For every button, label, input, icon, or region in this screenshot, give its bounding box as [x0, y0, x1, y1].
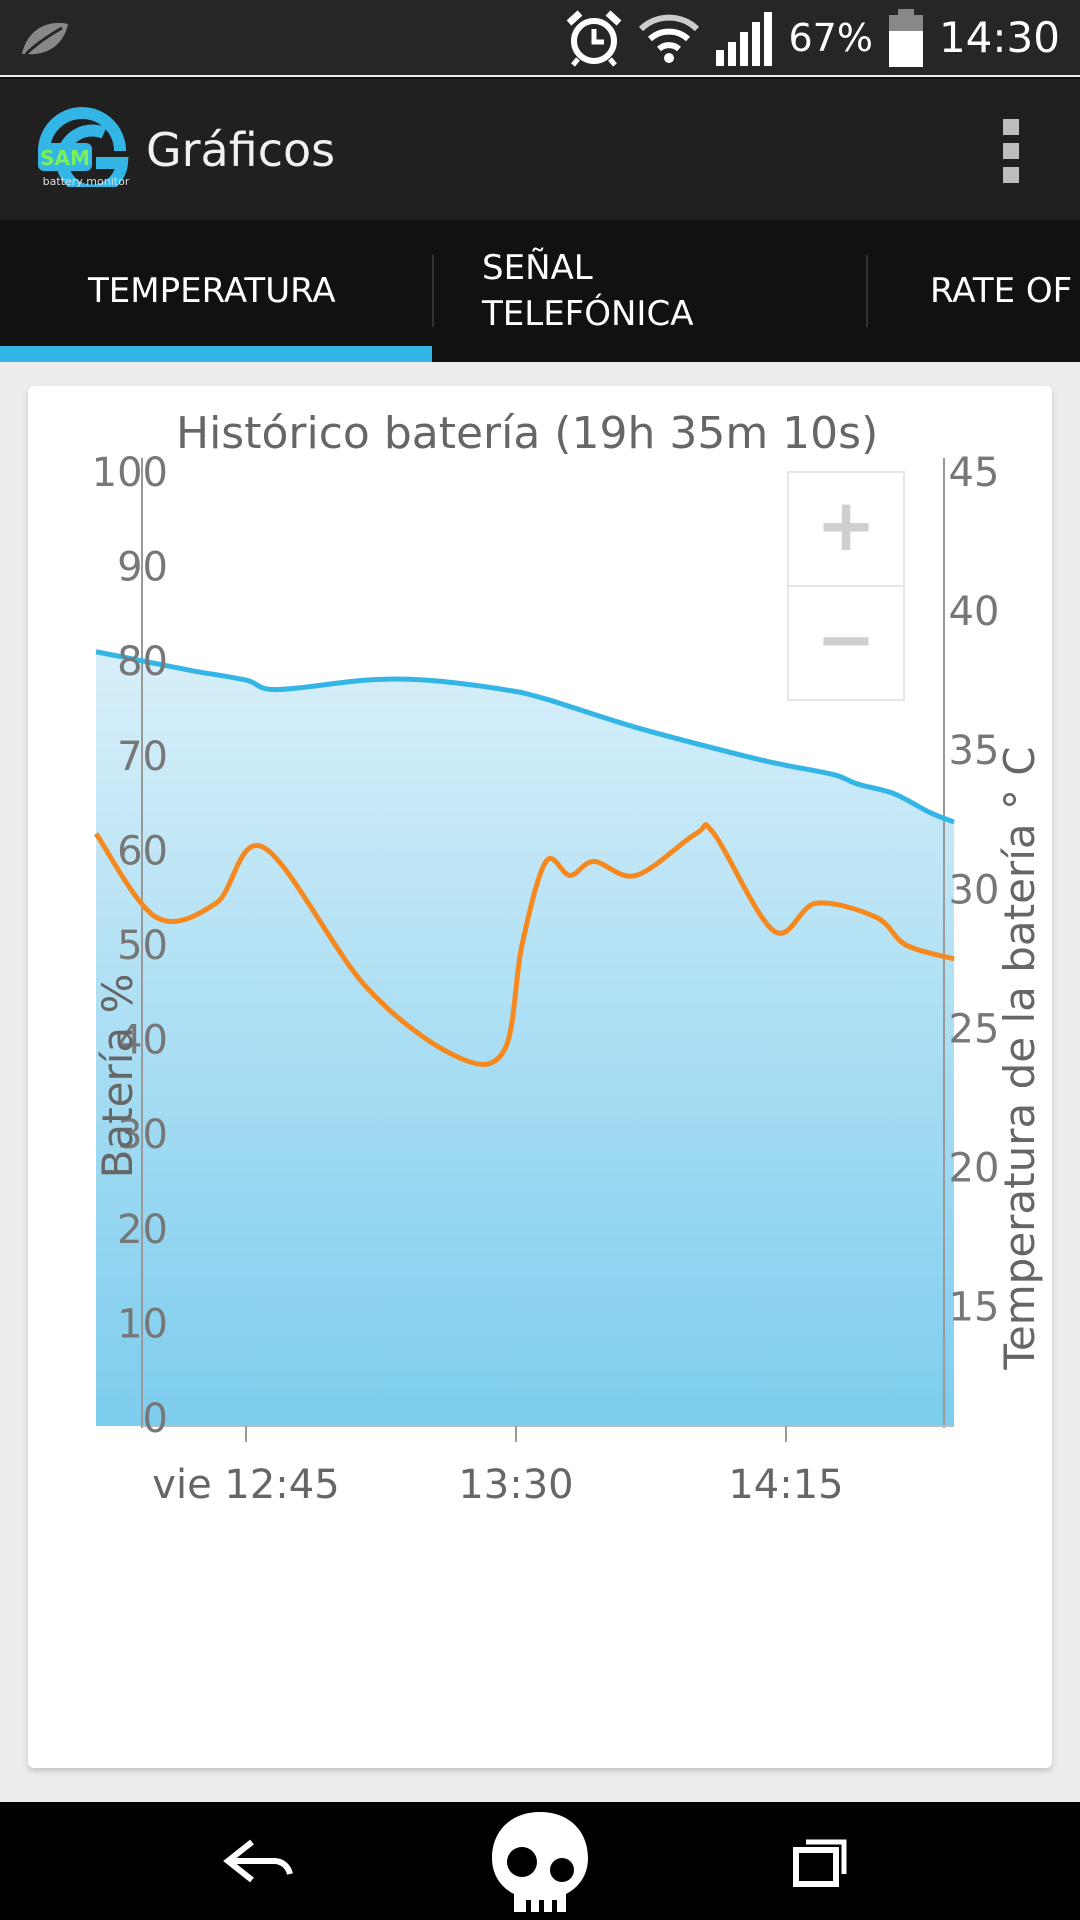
status-bar: 67% 14:30: [0, 0, 1080, 75]
x-tick-label: 13:30: [458, 1462, 573, 1508]
left-tick-label: 10: [117, 1301, 168, 1347]
chart-title: Histórico batería (19h 35m 10s): [176, 408, 878, 459]
tab-label: TEMPERATURA: [88, 271, 336, 311]
right-tick-label: 45: [949, 450, 1000, 496]
zoom-in-button[interactable]: +: [788, 472, 904, 586]
left-tick-label: 0: [143, 1396, 168, 1442]
zoom-in-icon: +: [816, 483, 876, 567]
battery-area-fill: [96, 651, 954, 1426]
battery-level-line: [95, 649, 955, 825]
right-tick-label: 35: [949, 728, 1000, 774]
clock: 14:30: [938, 13, 1060, 62]
left-tick-label: 40: [117, 1018, 168, 1064]
chart-card: 0 10 20 30 40 50 60 70 80 90 100 15 20 25 30 35 40 45 vie …: [28, 386, 1052, 1768]
battery-percent: 67%: [788, 15, 873, 60]
x-tick-label: vie 12:45: [152, 1462, 339, 1508]
x-tick-label: 14:15: [728, 1462, 843, 1508]
tab-rate-of[interactable]: RATE OF: [930, 220, 1072, 362]
app-logo[interactable]: SAM battery monitor: [34, 107, 138, 187]
zoom-controls: + −: [787, 471, 905, 701]
left-tick-label: 30: [117, 1112, 168, 1158]
action-bar: SAM battery monitor Gráficos: [0, 77, 1080, 222]
tab-temperatura[interactable]: TEMPERATURA: [88, 220, 336, 362]
back-icon[interactable]: [222, 1836, 296, 1886]
battery-history-chart[interactable]: 0 10 20 30 40 50 60 70 80 90 100 15 20 25 30 35 40 45 vie …: [28, 386, 1052, 1768]
right-axis-label: Temperatura de la batería ° C: [995, 746, 1044, 1370]
left-tick-label: 50: [117, 923, 168, 969]
tab-senal-telefonica[interactable]: SEÑAL TELEFÓNICA: [482, 220, 693, 362]
tab-label-line1: SEÑAL: [482, 248, 593, 288]
left-tick-label: 80: [117, 639, 168, 685]
tab-label: RATE OF: [930, 271, 1073, 311]
right-tick-label: 15: [949, 1285, 1000, 1331]
right-tick-label: 20: [949, 1146, 1000, 1192]
leaf-icon: [22, 22, 68, 56]
temperature-line: [93, 822, 955, 1067]
left-tick-label: 20: [117, 1207, 168, 1253]
tab-strip: TEMPERATURA SEÑAL TELEFÓNICA RATE OF: [0, 220, 1080, 362]
tab-divider: [866, 255, 868, 327]
logo-subtitle: battery monitor: [43, 175, 130, 187]
signal-icon: [716, 11, 773, 66]
logo-text: SAM: [40, 146, 90, 170]
right-tick-label: 25: [949, 1006, 1000, 1052]
page-title: Gráficos: [146, 123, 336, 177]
overflow-menu-icon[interactable]: [1002, 119, 1020, 183]
left-tick-label: 70: [117, 734, 168, 780]
right-tick-label: 30: [949, 867, 1000, 913]
left-axis-label: Batería %: [93, 974, 142, 1179]
alarm-icon: [567, 9, 622, 67]
navigation-bar: [0, 1802, 1080, 1920]
recents-icon[interactable]: [792, 1836, 850, 1888]
zoom-out-icon: −: [816, 597, 876, 681]
tab-divider: [432, 255, 434, 327]
left-tick-label: 100: [92, 450, 168, 496]
selected-tab-indicator: [0, 346, 432, 362]
left-tick-label: 90: [117, 545, 168, 591]
right-tick-label: 40: [949, 589, 1000, 635]
left-tick-label: 60: [117, 828, 168, 874]
zoom-out-button[interactable]: −: [788, 586, 904, 700]
tab-label-line2: TELEFÓNICA: [482, 294, 694, 334]
battery-icon: [888, 8, 923, 67]
home-skull-icon[interactable]: [488, 1808, 592, 1920]
wifi-icon: [639, 14, 700, 63]
